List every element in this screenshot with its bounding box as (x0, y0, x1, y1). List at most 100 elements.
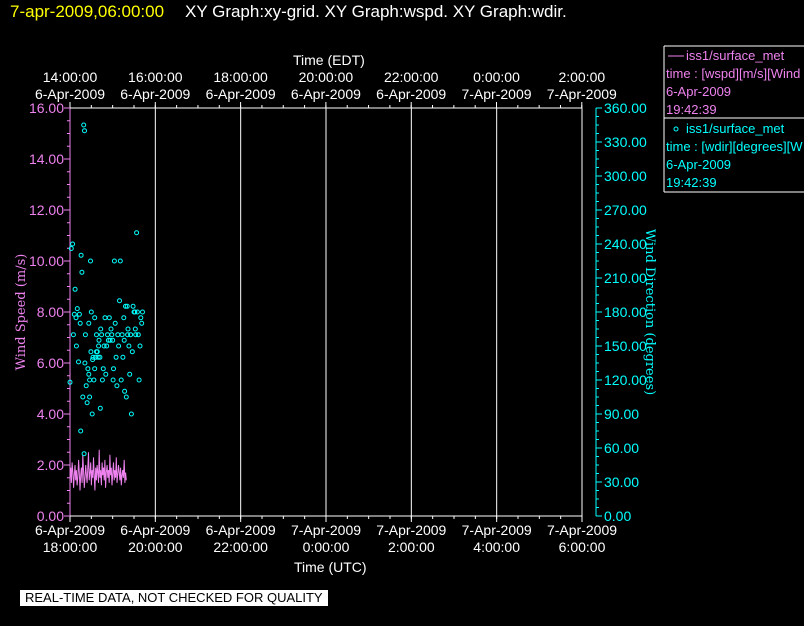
top-tick-label: 6-Apr-2009 (291, 86, 361, 102)
right-tick-label: 150.00 (604, 338, 647, 354)
wind-direction-point (67, 379, 73, 385)
wind-direction-point (108, 326, 114, 332)
wind-direction-point (106, 315, 112, 321)
legend-series-time: 19:42:39 (666, 102, 717, 117)
bottom-tick-label: 7-Apr-2009 (376, 522, 446, 538)
wind-direction-point (98, 326, 104, 332)
legend-series-date: 6-Apr-2009 (666, 157, 731, 172)
title-graph-list: XY Graph:xy-grid. XY Graph:wspd. XY Grap… (185, 2, 567, 21)
top-tick-label: 2:00:00 (558, 69, 605, 85)
left-tick-label: 16.00 (29, 100, 64, 116)
wind-direction-point (96, 343, 102, 349)
wind-direction-point (134, 230, 140, 236)
wind-direction-point (124, 303, 130, 309)
title-datetime: 7-apr-2009,06:00:00 (10, 2, 165, 21)
wind-direction-point (77, 320, 83, 326)
axes: 6-Apr-200918:00:006-Apr-200920:00:006-Ap… (29, 69, 647, 555)
wind-direction-point (132, 309, 138, 315)
wind-direction-point (73, 315, 79, 321)
left-axis-label: Wind Speed (m/s) (14, 254, 29, 371)
top-tick-label: 7-Apr-2009 (461, 86, 531, 102)
wind-direction-point (138, 315, 144, 321)
wind-direction-point (88, 258, 93, 264)
wind-direction-point (115, 332, 121, 338)
wind-direction-point (87, 394, 93, 400)
left-tick-label: 8.00 (37, 304, 64, 320)
wind-direction-point (123, 394, 129, 400)
right-tick-label: 210.00 (604, 270, 647, 286)
right-tick-label: 90.00 (604, 406, 639, 422)
wind-direction-point (92, 315, 98, 321)
wind-direction-point (78, 428, 84, 434)
wind-direction-point (128, 411, 134, 417)
bottom-tick-label: 6:00:00 (559, 539, 606, 555)
wind-direction-point (96, 337, 102, 343)
wind-direction-point (91, 377, 97, 383)
top-tick-label: 22:00:00 (384, 69, 439, 85)
grid (154, 108, 498, 516)
wind-direction-point (83, 383, 89, 389)
wind-direction-point (100, 366, 106, 372)
left-tick-label: 4.00 (37, 406, 64, 422)
wind-direction-point (113, 354, 119, 360)
wind-direction-point (134, 309, 140, 315)
left-tick-label: 0.00 (37, 508, 64, 524)
wind-direction-point (73, 343, 79, 349)
bottom-tick-label: 22:00:00 (213, 539, 268, 555)
wind-direction-point (105, 332, 110, 338)
right-tick-label: 60.00 (604, 440, 639, 456)
wind-direction-point (136, 377, 142, 383)
right-tick-label: 0.00 (604, 508, 631, 524)
bottom-tick-label: 20:00:00 (128, 539, 183, 555)
wind-direction-point (97, 354, 103, 360)
top-tick-label: 16:00:00 (128, 69, 183, 85)
wind-direction-point (99, 377, 105, 383)
bottom-tick-label: 4:00:00 (473, 539, 520, 555)
wind-direction-point (79, 269, 85, 275)
wind-direction-point (87, 377, 93, 383)
wind-direction-point (88, 309, 94, 315)
right-axis-label: Wind Direction (degrees) (642, 229, 657, 395)
bottom-tick-label: 0:00:00 (303, 539, 350, 555)
bottom-tick-label: 6-Apr-2009 (120, 522, 190, 538)
wind-direction-point (80, 394, 86, 400)
bottom-tick-label: 6-Apr-2009 (35, 522, 105, 538)
top-tick-label: 6-Apr-2009 (35, 86, 105, 102)
wind-direction-point (76, 311, 82, 317)
wind-direction-point (104, 343, 110, 349)
wind-direction-point (117, 258, 123, 264)
wind-direction-point (72, 286, 78, 292)
wind-direction-point (102, 315, 108, 321)
bottom-axis-label: Time (UTC) (294, 559, 367, 575)
wind-direction-point (86, 320, 92, 326)
top-axis-label: Time (EDT) (293, 52, 365, 68)
bottom-tick-label: 18:00:00 (43, 539, 98, 555)
wind-direction-point (88, 349, 94, 355)
wind-direction-point (81, 122, 87, 128)
wind-direction-point (120, 354, 126, 360)
legend-series-variable: time : [wspd][m/s][Wind (666, 66, 800, 81)
wind-direction-point (122, 388, 128, 394)
wind-direction-point (85, 366, 91, 372)
legend-series-time: 19:42:39 (666, 175, 717, 190)
top-tick-label: 7-Apr-2009 (547, 86, 617, 102)
wind-direction-point (94, 332, 99, 338)
wind-direction-point (121, 337, 127, 343)
wind-direction-point (139, 320, 145, 326)
wind-direction-point (125, 326, 131, 332)
left-tick-label: 6.00 (37, 355, 64, 371)
wind-direction-point (74, 306, 80, 312)
wind-direction-point (126, 343, 132, 349)
wind-direction-point (114, 383, 120, 389)
wind-direction-point (125, 332, 131, 338)
wind-direction-point (119, 332, 125, 338)
left-tick-label: 2.00 (37, 457, 64, 473)
wind-direction-point (140, 309, 145, 315)
wind-direction-point (130, 303, 136, 309)
wind-direction-point (84, 400, 90, 406)
top-tick-label: 14:00:00 (43, 69, 98, 85)
left-tick-label: 14.00 (29, 151, 64, 167)
wind-direction-point (137, 343, 143, 349)
bottom-tick-label: 7-Apr-2009 (547, 522, 617, 538)
